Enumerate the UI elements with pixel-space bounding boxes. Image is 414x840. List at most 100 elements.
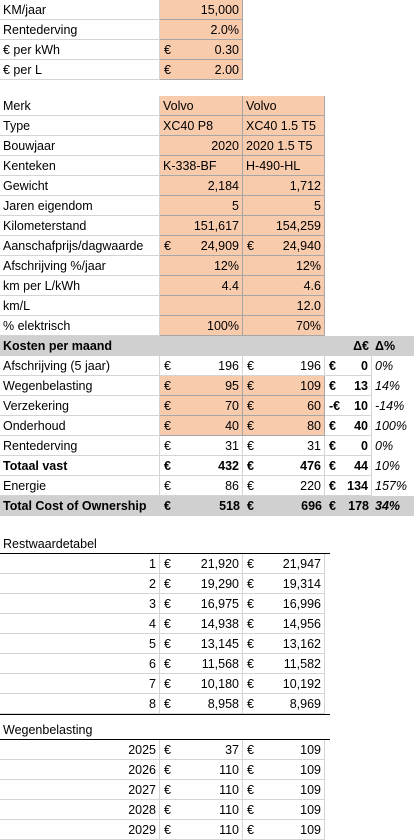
delta-eur[interactable]: €40 — [325, 416, 372, 436]
car-b-input[interactable]: 12% — [243, 256, 325, 276]
car-a-input[interactable]: 12% — [160, 256, 243, 276]
delta-pct[interactable]: 14% — [375, 379, 401, 393]
car-attribute-label[interactable]: Aanschafprijs/dagwaarde — [0, 236, 160, 256]
settings-input[interactable]: €0.30 — [160, 40, 243, 60]
car-b-input[interactable]: 70% — [243, 316, 325, 336]
car-attribute-label[interactable]: km per L/kWh — [0, 276, 160, 296]
tax-car-a[interactable]: €37 — [160, 740, 243, 760]
cost-car-b[interactable]: €476 — [243, 456, 325, 476]
car-attribute-label[interactable]: Jaren eigendom — [0, 196, 160, 216]
delta-eur[interactable]: €13 — [325, 376, 372, 396]
tax-car-b[interactable]: €109 — [243, 780, 325, 800]
restwaarde-car-a[interactable]: €14,938 — [160, 614, 243, 634]
restwaarde-car-b[interactable]: €16,996 — [243, 594, 325, 614]
tax-car-b[interactable]: €109 — [243, 800, 325, 820]
delta-pct[interactable]: -14% — [375, 399, 405, 413]
car-a-input[interactable]: 100% — [160, 316, 243, 336]
delta-eur[interactable]: €0 — [325, 356, 372, 376]
settings-input[interactable]: 2.0% — [160, 20, 243, 40]
restwaarde-car-b[interactable]: €13,162 — [243, 634, 325, 654]
restwaarde-title[interactable]: Restwaardetabel — [3, 537, 97, 551]
car-b-input[interactable]: 2020 1.5 T5 — [243, 136, 325, 156]
cost-label[interactable]: Afschrijving (5 jaar) — [0, 356, 160, 376]
car-attribute-label[interactable]: Bouwjaar — [0, 136, 160, 156]
cost-car-b[interactable]: €31 — [243, 436, 325, 456]
tax-year[interactable]: 2026 — [0, 760, 160, 780]
year-index[interactable]: 4 — [0, 614, 160, 634]
car-attribute-label[interactable]: Merk — [0, 96, 160, 116]
cost-car-b[interactable]: €80 — [243, 416, 325, 436]
car-a-input[interactable]: 5 — [160, 196, 243, 216]
year-index[interactable]: 1 — [0, 554, 160, 574]
settings-input[interactable]: 15,000 — [160, 0, 243, 20]
car-a-input[interactable]: K-338-BF — [160, 156, 243, 176]
wegenbelasting-title[interactable]: Wegenbelasting — [3, 723, 93, 737]
cost-car-b[interactable]: €220 — [243, 476, 325, 496]
cost-car-b[interactable]: €60 — [243, 396, 325, 416]
car-attribute-label[interactable]: km/L — [0, 296, 160, 316]
cost-car-a[interactable]: €196 — [160, 356, 243, 376]
cost-label[interactable]: Total Cost of Ownership — [3, 499, 147, 513]
car-a-input[interactable] — [160, 296, 243, 316]
tax-car-a[interactable]: €110 — [160, 800, 243, 820]
delta-eur[interactable]: -€ 10 — [325, 396, 372, 416]
tax-car-b[interactable]: €109 — [243, 760, 325, 780]
restwaarde-car-a[interactable]: €16,975 — [160, 594, 243, 614]
settings-label[interactable]: € per L — [0, 60, 160, 80]
car-attribute-label[interactable]: Kenteken — [0, 156, 160, 176]
delta-pct[interactable]: 100% — [375, 419, 407, 433]
settings-label[interactable]: KM/jaar — [0, 0, 160, 20]
delta-pct[interactable]: 34% — [375, 499, 401, 513]
cost-car-a[interactable]: €86 — [160, 476, 243, 496]
delta-pct[interactable]: 0% — [375, 359, 394, 373]
tax-car-b[interactable]: €109 — [243, 820, 325, 840]
car-a-input[interactable]: 2020 — [160, 136, 243, 156]
car-b-input[interactable]: H-490-HL — [243, 156, 325, 176]
restwaarde-car-a[interactable]: €10,180 — [160, 674, 243, 694]
tax-car-a[interactable]: €110 — [160, 760, 243, 780]
settings-input[interactable]: €2.00 — [160, 60, 243, 80]
restwaarde-car-a[interactable]: €19,290 — [160, 574, 243, 594]
cost-label[interactable]: Verzekering — [0, 396, 160, 416]
cost-car-b[interactable]: €196 — [243, 356, 325, 376]
tax-year[interactable]: 2029 — [0, 820, 160, 840]
delta-eur[interactable]: €44 — [325, 456, 372, 476]
delta-eur[interactable]: €134 — [325, 476, 372, 496]
restwaarde-car-b[interactable]: €21,947 — [243, 554, 325, 574]
cost-car-b[interactable]: €109 — [243, 376, 325, 396]
car-b-input[interactable]: 154,259 — [243, 216, 325, 236]
cost-car-a[interactable]: €31 — [160, 436, 243, 456]
year-index[interactable]: 8 — [0, 694, 160, 714]
car-b-input[interactable]: 4.6 — [243, 276, 325, 296]
delta-pct-header[interactable]: Δ% — [375, 339, 396, 353]
restwaarde-car-b[interactable]: €14,956 — [243, 614, 325, 634]
car-a-input[interactable]: 2,184 — [160, 176, 243, 196]
restwaarde-car-a[interactable]: €21,920 — [160, 554, 243, 574]
year-index[interactable]: 3 — [0, 594, 160, 614]
tax-car-b[interactable]: €109 — [243, 740, 325, 760]
car-a-input[interactable]: XC40 P8 — [160, 116, 243, 136]
car-a-input[interactable]: 4.4 — [160, 276, 243, 296]
costs-header-label[interactable]: Kosten per maand — [3, 339, 113, 353]
year-index[interactable]: 7 — [0, 674, 160, 694]
settings-label[interactable]: Rentederving — [0, 20, 160, 40]
tax-year[interactable]: 2028 — [0, 800, 160, 820]
delta-eur[interactable]: €178 — [325, 496, 372, 516]
cost-car-a[interactable]: €432 — [160, 456, 243, 476]
restwaarde-car-b[interactable]: €19,314 — [243, 574, 325, 594]
car-a-input[interactable]: 151,617 — [160, 216, 243, 236]
car-a-input[interactable]: €24,909 — [160, 236, 243, 256]
car-attribute-label[interactable]: Kilometerstand — [0, 216, 160, 236]
tax-year[interactable]: 2025 — [0, 740, 160, 760]
car-b-input[interactable]: 12.0 — [243, 296, 325, 316]
restwaarde-car-b[interactable]: €10,192 — [243, 674, 325, 694]
car-b-input[interactable]: 5 — [243, 196, 325, 216]
tax-car-a[interactable]: €110 — [160, 780, 243, 800]
delta-pct[interactable]: 157% — [375, 479, 407, 493]
cost-label[interactable]: Rentederving — [0, 436, 160, 456]
restwaarde-car-b[interactable]: €8,969 — [243, 694, 325, 714]
car-b-input[interactable]: XC40 1.5 T5 — [243, 116, 325, 136]
cost-label[interactable]: Onderhoud — [0, 416, 160, 436]
restwaarde-car-a[interactable]: €13,145 — [160, 634, 243, 654]
car-attribute-label[interactable]: Afschrijving %/jaar — [0, 256, 160, 276]
